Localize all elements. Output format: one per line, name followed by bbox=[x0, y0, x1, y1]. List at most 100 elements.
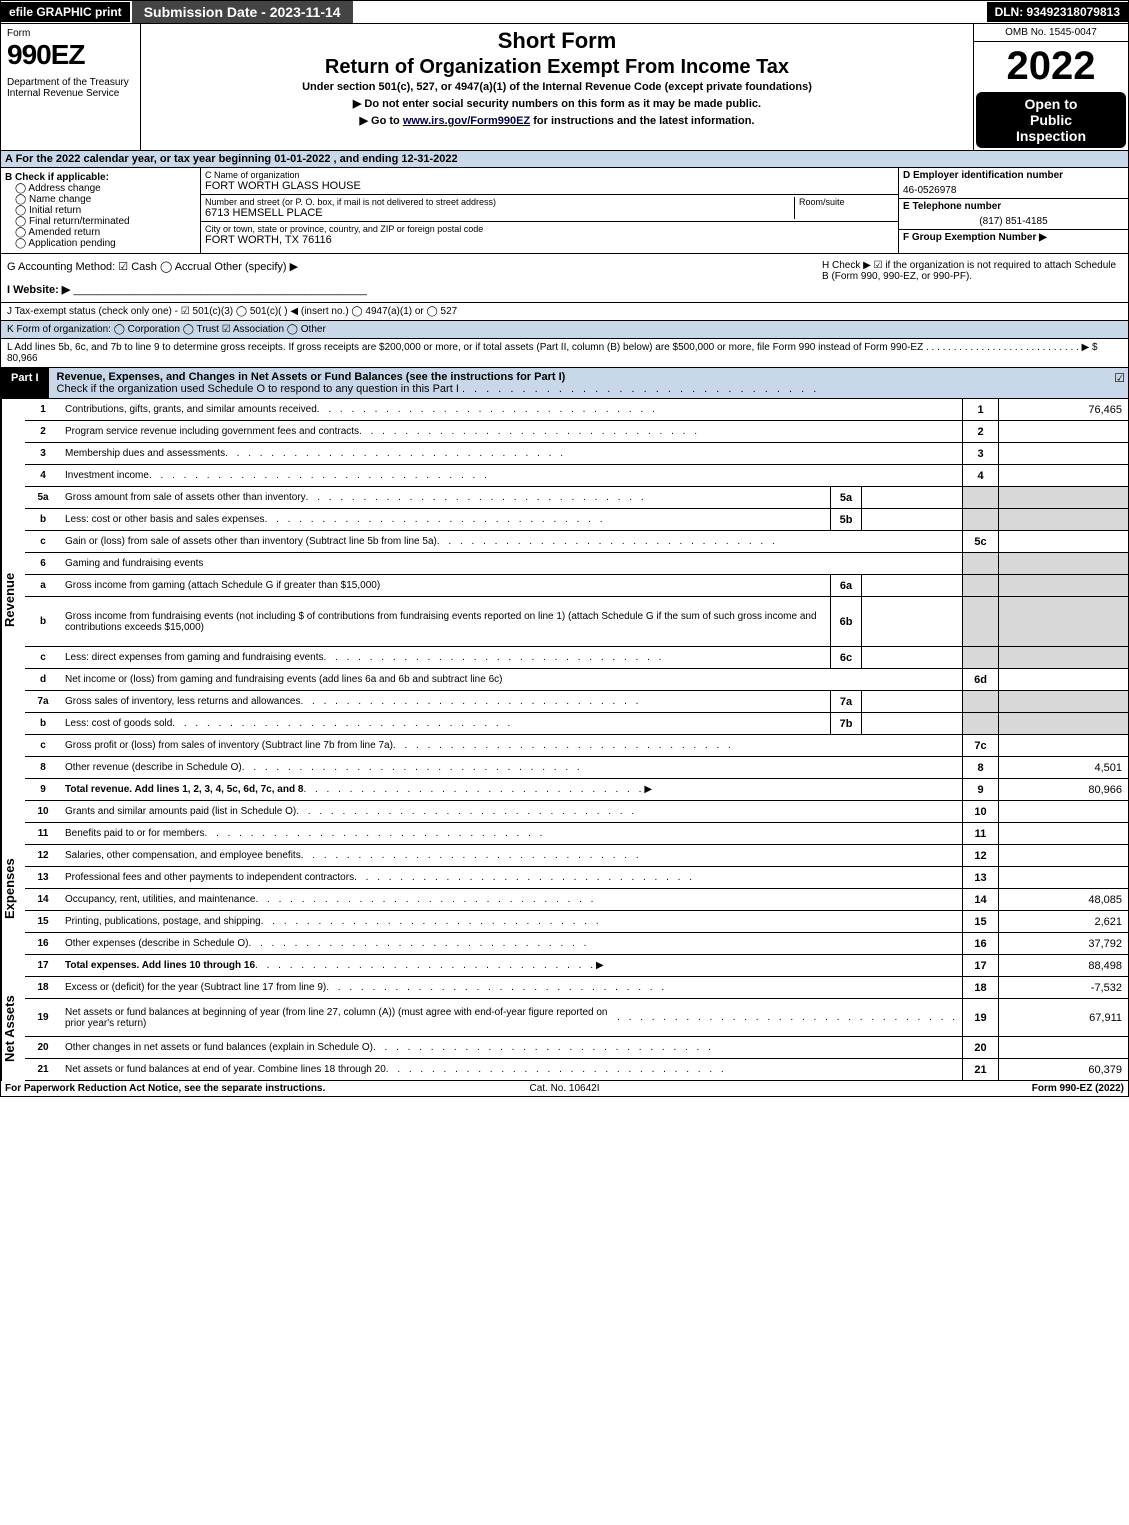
efile-label[interactable]: efile GRAPHIC print bbox=[1, 2, 130, 22]
line-5c-num: 5c bbox=[962, 531, 998, 552]
submission-date: Submission Date - 2023-11-14 bbox=[130, 1, 353, 23]
revenue-label: Revenue bbox=[1, 399, 25, 801]
org-city: FORT WORTH, TX 76116 bbox=[205, 234, 894, 246]
tax-year: 2022 bbox=[974, 42, 1128, 90]
line-5a-inset: 5a bbox=[830, 487, 862, 508]
form-label: Form bbox=[7, 28, 134, 39]
line-8-val: 4,501 bbox=[998, 757, 1128, 778]
chk-name-change[interactable]: ◯ Name change bbox=[15, 194, 196, 205]
part-1-tab: Part I bbox=[1, 368, 49, 398]
open-to-public: Open to Public Inspection bbox=[976, 92, 1126, 148]
line-4-num: 4 bbox=[962, 465, 998, 486]
c-name-label: C Name of organization bbox=[205, 170, 894, 180]
line-15-desc: Printing, publications, postage, and shi… bbox=[65, 916, 261, 927]
line-12-desc: Salaries, other compensation, and employ… bbox=[65, 850, 301, 861]
chk-application-pending[interactable]: ◯ Application pending bbox=[15, 238, 196, 249]
paperwork-notice: For Paperwork Reduction Act Notice, see … bbox=[5, 1083, 378, 1094]
dept-label: Department of the Treasury Internal Reve… bbox=[7, 77, 134, 99]
city-label: City or town, state or province, country… bbox=[205, 224, 894, 234]
line-16-desc: Other expenses (describe in Schedule O) bbox=[65, 938, 248, 949]
line-18-val: -7,532 bbox=[998, 977, 1128, 998]
line-14-desc: Occupancy, rent, utilities, and maintena… bbox=[65, 894, 255, 905]
b-label: B Check if applicable: bbox=[5, 172, 109, 183]
ein-value: 46-0526978 bbox=[899, 183, 1128, 199]
website-row: I Website: ▶ ___________________________… bbox=[7, 283, 822, 296]
ssn-warning: ▶ Do not enter social security numbers o… bbox=[145, 97, 969, 110]
line-8-num: 8 bbox=[962, 757, 998, 778]
ein-label: D Employer identification number bbox=[903, 170, 1063, 181]
line-12-val bbox=[998, 845, 1128, 866]
line-13-num: 13 bbox=[962, 867, 998, 888]
irs-link[interactable]: www.irs.gov/Form990EZ bbox=[403, 115, 530, 127]
chk-initial-return[interactable]: ◯ Initial return bbox=[15, 205, 196, 216]
line-7b-desc: Less: cost of goods sold bbox=[65, 718, 172, 729]
goto-prefix: ▶ Go to bbox=[360, 115, 403, 127]
org-info-block: B Check if applicable: ◯ Address change … bbox=[0, 168, 1129, 254]
line-5c-desc: Gain or (loss) from sale of assets other… bbox=[65, 536, 437, 547]
line-17-val: 88,498 bbox=[998, 955, 1128, 976]
ghi-row: G Accounting Method: ☑ Cash ◯ Accrual Ot… bbox=[0, 254, 1129, 303]
line-11-num: 11 bbox=[962, 823, 998, 844]
page-footer: For Paperwork Reduction Act Notice, see … bbox=[0, 1081, 1129, 1097]
form-number: 990EZ bbox=[7, 39, 134, 71]
line-4-desc: Investment income bbox=[65, 470, 149, 481]
expenses-label: Expenses bbox=[1, 801, 25, 977]
line-21-desc: Net assets or fund balances at end of ye… bbox=[65, 1064, 386, 1075]
line-6c-desc: Less: direct expenses from gaming and fu… bbox=[65, 652, 323, 663]
line-5b-desc: Less: cost or other basis and sales expe… bbox=[65, 514, 265, 525]
line-6c-inset: 6c bbox=[830, 647, 862, 668]
schedule-o-check[interactable]: ☑ bbox=[1111, 368, 1128, 398]
group-exemption-label: F Group Exemption Number ▶ bbox=[903, 232, 1047, 243]
org-address: 6713 HEMSELL PLACE bbox=[205, 207, 794, 219]
net-assets-label: Net Assets bbox=[1, 977, 25, 1081]
checkbox-col-B: B Check if applicable: ◯ Address change … bbox=[1, 168, 201, 253]
line-14-num: 14 bbox=[962, 889, 998, 910]
line-16-num: 16 bbox=[962, 933, 998, 954]
line-17-num: 17 bbox=[962, 955, 998, 976]
revenue-section: Revenue 1Contributions, gifts, grants, a… bbox=[0, 399, 1129, 801]
line-13-desc: Professional fees and other payments to … bbox=[65, 872, 354, 883]
phone-value: (817) 851-4185 bbox=[899, 214, 1128, 230]
line-9-desc: Total revenue. Add lines 1, 2, 3, 4, 5c,… bbox=[65, 784, 303, 795]
line-6b-desc: Gross income from fundraising events (no… bbox=[65, 611, 826, 633]
line-18-desc: Excess or (deficit) for the year (Subtra… bbox=[65, 982, 326, 993]
part-1-subtitle: Check if the organization used Schedule … bbox=[57, 383, 459, 395]
expenses-section: Expenses 10Grants and similar amounts pa… bbox=[0, 801, 1129, 977]
gross-receipts-L: L Add lines 5b, 6c, and 7b to line 9 to … bbox=[0, 339, 1129, 368]
line-7c-num: 7c bbox=[962, 735, 998, 756]
omb-number: OMB No. 1545-0047 bbox=[974, 24, 1128, 42]
form-header: Form 990EZ Department of the Treasury In… bbox=[0, 24, 1129, 151]
schedule-b-check: H Check ▶ ☑ if the organization is not r… bbox=[822, 260, 1122, 296]
line-2-num: 2 bbox=[962, 421, 998, 442]
line-5c-val bbox=[998, 531, 1128, 552]
line-10-val bbox=[998, 801, 1128, 822]
line-1-val: 76,465 bbox=[998, 399, 1128, 420]
line-20-num: 20 bbox=[962, 1037, 998, 1058]
top-bar: efile GRAPHIC print Submission Date - 20… bbox=[0, 0, 1129, 24]
line-2-desc: Program service revenue including govern… bbox=[65, 426, 359, 437]
line-16-val: 37,792 bbox=[998, 933, 1128, 954]
part-1-header: Part I Revenue, Expenses, and Changes in… bbox=[0, 368, 1129, 399]
ein-phone-col: D Employer identification number 46-0526… bbox=[898, 168, 1128, 253]
line-3-val bbox=[998, 443, 1128, 464]
row-a-calendar: A For the 2022 calendar year, or tax yea… bbox=[0, 151, 1129, 168]
line-6d-num: 6d bbox=[962, 669, 998, 690]
line-7c-val bbox=[998, 735, 1128, 756]
line-1-desc: Contributions, gifts, grants, and simila… bbox=[65, 404, 317, 415]
chk-address-change[interactable]: ◯ Address change bbox=[15, 183, 196, 194]
chk-amended-return[interactable]: ◯ Amended return bbox=[15, 227, 196, 238]
line-11-desc: Benefits paid to or for members bbox=[65, 828, 205, 839]
phone-label: E Telephone number bbox=[903, 201, 1001, 212]
form-name-footer: Form 990-EZ (2022) bbox=[751, 1083, 1124, 1094]
section-subtitle: Under section 501(c), 527, or 4947(a)(1)… bbox=[145, 81, 969, 93]
line-3-desc: Membership dues and assessments bbox=[65, 448, 225, 459]
line-7a-desc: Gross sales of inventory, less returns a… bbox=[65, 696, 300, 707]
accounting-method: G Accounting Method: ☑ Cash ◯ Accrual Ot… bbox=[7, 260, 822, 273]
chk-final-return[interactable]: ◯ Final return/terminated bbox=[15, 216, 196, 227]
line-12-num: 12 bbox=[962, 845, 998, 866]
line-6d-val bbox=[998, 669, 1128, 690]
line-20-val bbox=[998, 1037, 1128, 1058]
line-19-desc: Net assets or fund balances at beginning… bbox=[65, 1007, 617, 1029]
addr-label: Number and street (or P. O. box, if mail… bbox=[205, 197, 794, 207]
line-18-num: 18 bbox=[962, 977, 998, 998]
